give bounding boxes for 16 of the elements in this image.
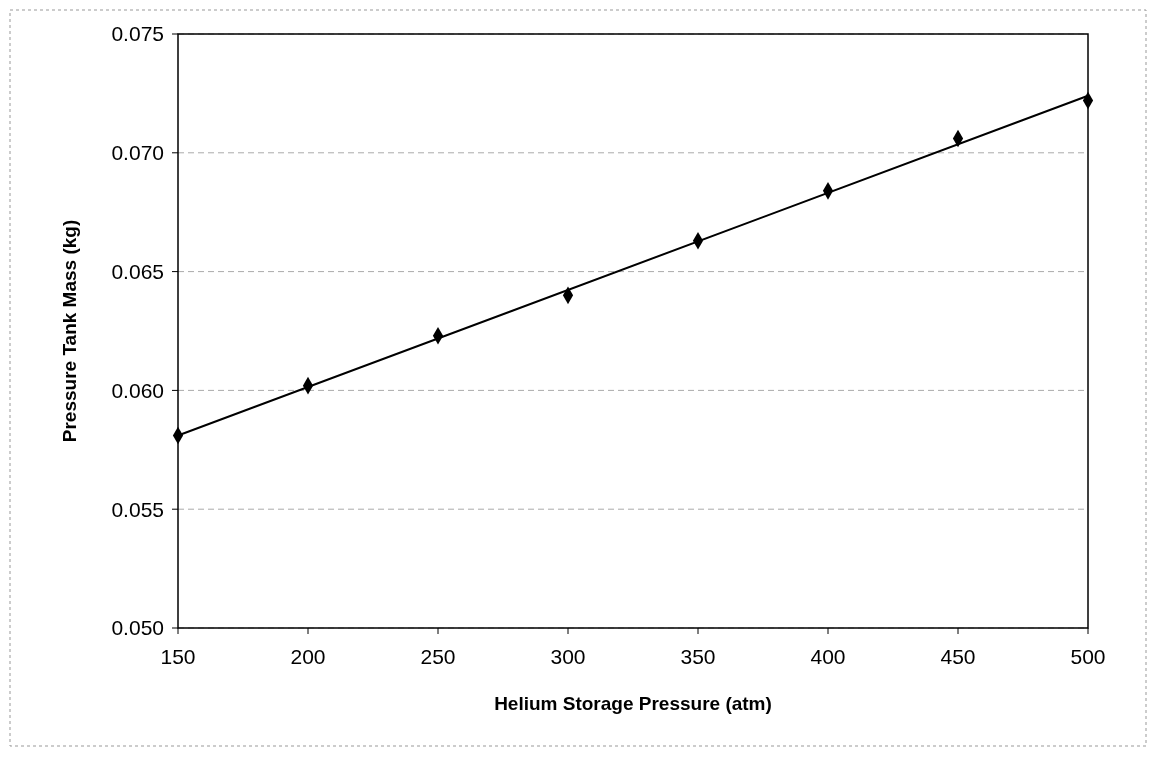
y-tick-label: 0.065	[111, 259, 164, 283]
x-tick-label: 450	[940, 645, 976, 668]
y-tick-label: 0.050	[111, 616, 164, 640]
x-axis-title: Helium Storage Pressure (atm)	[494, 693, 772, 714]
x-tick-label: 400	[810, 645, 846, 668]
x-tick-label: 150	[160, 645, 196, 668]
y-tick-label: 0.070	[111, 141, 164, 165]
x-tick-label: 300	[550, 645, 586, 668]
x-tick-label: 350	[680, 645, 716, 668]
x-tick-label: 250	[420, 645, 456, 668]
y-tick-label: 0.060	[111, 378, 164, 402]
x-tick-label: 200	[290, 645, 326, 668]
y-tick-label: 0.055	[111, 497, 164, 521]
y-tick-label: 0.075	[111, 22, 164, 46]
y-axis-title: Pressure Tank Mass (kg)	[59, 219, 80, 443]
x-tick-label: 500	[1070, 645, 1106, 668]
